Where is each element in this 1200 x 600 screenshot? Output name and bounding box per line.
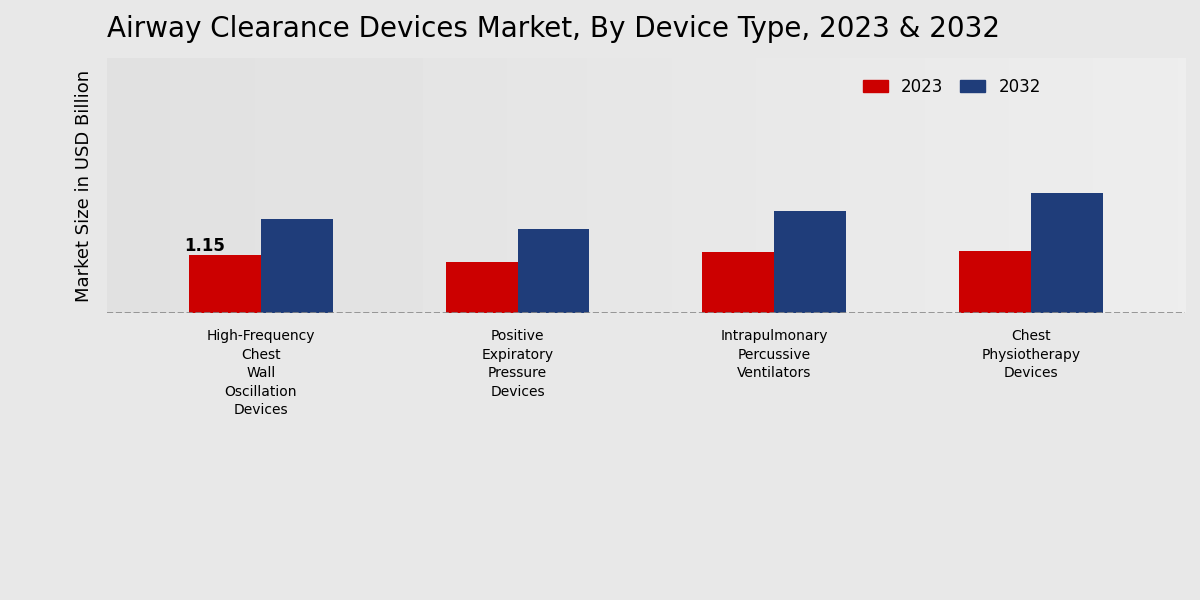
Text: Airway Clearance Devices Market, By Device Type, 2023 & 2032: Airway Clearance Devices Market, By Devi… — [107, 15, 1000, 43]
Bar — [959, 251, 1031, 313]
Bar — [1031, 193, 1103, 313]
Bar — [260, 219, 332, 313]
Y-axis label: Market Size in USD Billion: Market Size in USD Billion — [74, 70, 94, 302]
Legend: 2023, 2032: 2023, 2032 — [856, 71, 1048, 103]
Bar — [445, 262, 517, 313]
Text: 1.15: 1.15 — [184, 236, 224, 254]
Bar — [190, 254, 260, 313]
Bar — [517, 229, 589, 313]
Bar — [774, 211, 846, 313]
Bar — [702, 252, 774, 313]
